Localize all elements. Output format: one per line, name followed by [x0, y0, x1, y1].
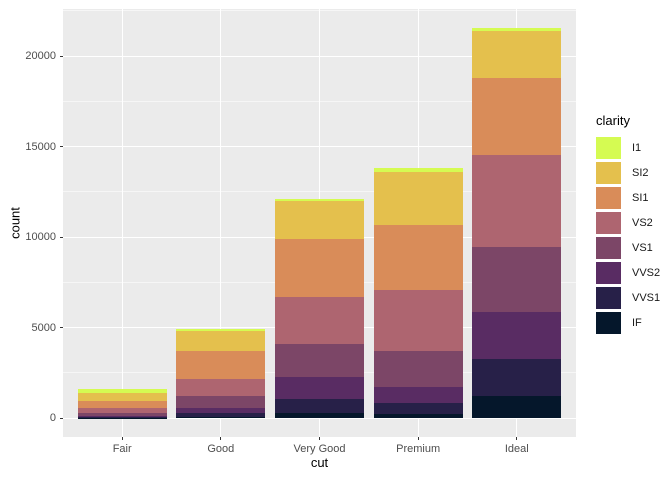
bar-segment-vs2: [373, 290, 463, 351]
x-tick-mark: [319, 437, 320, 440]
y-tick-label: 15000: [25, 140, 56, 153]
bar-segment-vs1: [275, 344, 364, 377]
bar-segment-si2: [77, 392, 167, 402]
legend-label: VVS2: [632, 267, 661, 279]
bar-segment-if: [373, 413, 463, 418]
y-tick-mark: [59, 55, 63, 57]
legend-item-vvs1: VVS1: [596, 287, 660, 309]
x-tick-label: Very Good: [293, 443, 346, 455]
y-tick-mark: [59, 327, 63, 328]
bar-ideal: [472, 27, 562, 418]
bar-segment-vvs2: [373, 386, 463, 403]
bar-segment-vs1: [373, 350, 463, 387]
legend-label: I1: [632, 142, 642, 154]
gridline-vertical: [121, 9, 123, 437]
bar-segment-si1: [472, 77, 562, 156]
bar-segment-vvs2: [472, 311, 562, 359]
x-tick-mark: [417, 437, 419, 440]
legend-item-vs1: VS1: [596, 237, 660, 259]
y-tick-label: 0: [49, 412, 56, 424]
legend-item-if: IF: [596, 312, 660, 334]
y-tick-label: 10000: [25, 231, 56, 243]
bar-segment-vvs1: [472, 358, 562, 397]
bar-segment-vvs2: [275, 376, 364, 399]
bar-segment-vs1: [472, 246, 562, 312]
bar-segment-si1: [176, 350, 266, 379]
bar-segment-vvs2: [77, 416, 167, 418]
bar-segment-vs2: [275, 297, 364, 345]
bar-good: [176, 329, 266, 418]
bar-very-good: [275, 199, 364, 418]
legend-key-swatch: [596, 287, 621, 309]
legend-key-swatch: [596, 187, 621, 209]
legend-label: SI2: [632, 167, 649, 179]
legend-label: VVS1: [632, 292, 661, 304]
legend-item-i1: I1: [596, 137, 660, 159]
legend-title: clarity: [596, 113, 630, 128]
legend-key-swatch: [596, 262, 621, 284]
legend-items: I1 SI2 SI1 VS2 VS1 VVS2 VVS1 IF: [596, 137, 660, 334]
legend-key-swatch: [596, 212, 621, 234]
bar-segment-vs1: [77, 413, 167, 417]
bar-segment-i1: [176, 329, 266, 331]
legend-label: IF: [632, 317, 642, 329]
y-tick-mark: [59, 236, 63, 238]
legend-key-swatch: [596, 237, 621, 259]
legend-key-swatch: [596, 162, 621, 184]
gridline-vertical: [220, 9, 222, 437]
legend-key-swatch: [596, 137, 621, 159]
bar-segment-si2: [472, 30, 562, 78]
bar-segment-si1: [77, 401, 167, 409]
legend: clarity I1 SI2 SI1 VS2 VS1 VVS2 VVS1 IF: [596, 113, 660, 337]
bar-segment-vvs2: [176, 408, 266, 414]
bar-segment-vs2: [77, 408, 167, 414]
bar-segment-i1: [275, 199, 364, 201]
bar-segment-vvs1: [373, 402, 463, 414]
x-tick-label: Good: [207, 443, 235, 455]
x-tick-mark: [516, 437, 518, 440]
bar-segment-vs1: [176, 396, 266, 409]
y-tick-mark: [59, 146, 63, 147]
bar-fair: [77, 388, 167, 418]
legend-label: VS2: [632, 217, 653, 229]
bar-segment-if: [472, 396, 562, 418]
x-tick-mark: [220, 437, 222, 440]
y-tick-mark: [59, 417, 63, 419]
legend-label: VS1: [632, 242, 653, 254]
bar-segment-vs2: [472, 155, 562, 247]
x-tick-label: Premium: [396, 443, 441, 455]
x-tick-label: Fair: [112, 443, 132, 455]
legend-label: SI1: [632, 192, 649, 204]
legend-item-si2: SI2: [596, 162, 660, 184]
bar-segment-if: [275, 413, 364, 418]
bar-premium: [373, 168, 463, 418]
bar-segment-vvs1: [176, 413, 266, 417]
x-tick-label: Ideal: [504, 443, 529, 455]
bar-segment-si2: [373, 172, 463, 226]
legend-key-swatch: [596, 312, 621, 334]
x-axis-title: cut: [310, 455, 329, 470]
bar-segment-vs2: [176, 378, 266, 397]
bar-segment-si1: [275, 238, 364, 298]
bar-segment-vvs1: [275, 398, 364, 414]
plot-panel: [63, 9, 576, 437]
bar-segment-i1: [77, 388, 167, 393]
bar-segment-si1: [373, 225, 463, 291]
bar-segment-i1: [373, 168, 463, 173]
bar-segment-si2: [275, 200, 364, 239]
y-tick-label: 20000: [25, 50, 56, 62]
bar-segment-i1: [472, 27, 562, 31]
y-tick-label: 5000: [31, 321, 56, 334]
legend-item-si1: SI1: [596, 187, 660, 209]
legend-item-vs2: VS2: [596, 212, 660, 234]
bar-segment-si2: [176, 330, 266, 351]
bar-segment-if: [176, 416, 266, 418]
legend-item-vvs2: VVS2: [596, 262, 660, 284]
x-tick-mark: [121, 437, 123, 440]
